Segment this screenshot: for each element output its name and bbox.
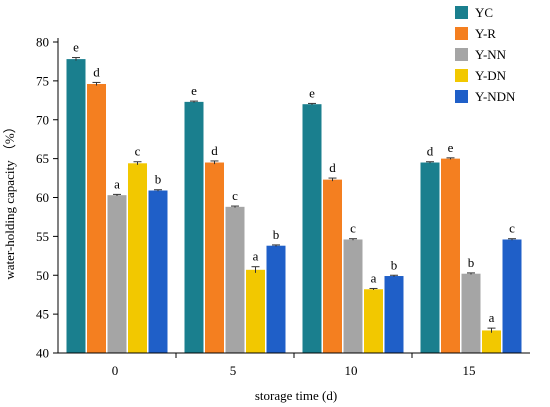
significance-label: c: [350, 221, 356, 236]
bar-y-dn-day-5: [246, 269, 265, 353]
y-tick-label: 65: [36, 151, 49, 166]
legend-label-y-nn: Y-NN: [475, 47, 507, 62]
legend-swatch-y-ndn: [455, 90, 468, 103]
significance-label: a: [371, 270, 377, 285]
bar-y-r-day-15: [441, 158, 460, 353]
legend-swatch-yc: [455, 6, 468, 19]
legend-label-y-r: Y-R: [475, 26, 496, 41]
legend-swatch-y-dn: [455, 69, 468, 82]
x-axis: 0 5 10 15: [58, 352, 530, 378]
y-tick-label: 70: [36, 112, 49, 127]
significance-label: a: [489, 310, 495, 325]
significance-label: d: [329, 160, 336, 175]
significance-label: e: [448, 140, 454, 155]
legend: YC Y-R Y-NN Y-DN Y-NDN: [455, 5, 516, 104]
y-tick-label: 50: [36, 268, 49, 283]
bar-y-nn-day-10: [343, 239, 363, 353]
y-tick-label: 80: [36, 35, 49, 50]
x-tick-label: 5: [230, 363, 237, 378]
bar-y-ndn-day-15: [502, 239, 522, 353]
bar-y-r-day-0: [87, 83, 106, 354]
y-tick-label: 45: [36, 307, 49, 322]
legend-swatch-y-nn: [455, 48, 468, 61]
legend-label-y-ndn: Y-NDN: [475, 89, 516, 104]
significance-label: d: [93, 64, 100, 79]
bar-y-dn-day-0: [128, 163, 147, 353]
bar-y-nn-day-5: [225, 206, 245, 353]
y-tick-label: 75: [36, 73, 49, 88]
significance-label: d: [427, 144, 434, 159]
y-tick-label: 55: [36, 229, 49, 244]
significance-label: b: [155, 172, 162, 187]
bar-y-dn-day-15: [482, 330, 501, 353]
significance-label: b: [391, 257, 398, 272]
bar-yc-day-0: [66, 59, 86, 353]
significance-label: e: [309, 85, 315, 100]
significance-label: a: [253, 249, 259, 264]
bar-y-dn-day-10: [364, 289, 383, 353]
y-tick-label: 40: [36, 346, 49, 361]
x-tick-label: 0: [112, 363, 119, 378]
bar-y-ndn-day-5: [266, 245, 286, 353]
significance-label: c: [509, 221, 515, 236]
bar-y-r-day-10: [323, 179, 342, 353]
legend-label-y-dn: Y-DN: [475, 68, 507, 83]
significance-label: b: [468, 255, 475, 270]
x-axis-title: storage time (d): [255, 388, 337, 403]
significance-label: d: [211, 143, 218, 158]
bar-y-nn-day-15: [461, 273, 481, 353]
significance-label: b: [273, 227, 280, 242]
x-tick-label: 15: [463, 363, 476, 378]
bar-yc-day-10: [302, 104, 322, 353]
legend-label-yc: YC: [475, 5, 493, 20]
significance-label: a: [114, 176, 120, 191]
legend-swatch-y-r: [455, 27, 468, 40]
significance-label: e: [191, 83, 197, 98]
significance-label: c: [135, 144, 141, 159]
bar-y-ndn-day-10: [384, 276, 404, 353]
bar-y-ndn-day-0: [148, 190, 168, 353]
y-tick-label: 60: [36, 190, 49, 205]
y-axis-title: water-holding capacity （%）: [2, 120, 17, 279]
bar-yc-day-5: [184, 101, 204, 354]
bar-y-nn-day-0: [107, 195, 127, 353]
bar-yc-day-15: [420, 162, 440, 353]
x-tick-label: 10: [345, 363, 358, 378]
y-axis: 40 45 50 55 60 65 70 75 80: [36, 35, 59, 361]
significance-label: e: [73, 40, 79, 55]
significance-label: c: [232, 188, 238, 203]
bar-y-r-day-5: [205, 162, 224, 353]
